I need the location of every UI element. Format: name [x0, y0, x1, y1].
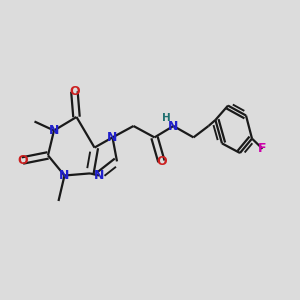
Text: N: N [59, 169, 70, 182]
Text: H: H [162, 112, 171, 123]
Text: O: O [69, 85, 80, 98]
Text: N: N [94, 169, 104, 182]
Text: F: F [258, 142, 267, 155]
Text: N: N [168, 119, 178, 133]
Text: O: O [17, 154, 28, 167]
Text: N: N [107, 131, 118, 144]
Text: O: O [156, 155, 167, 168]
Text: N: N [49, 124, 59, 137]
